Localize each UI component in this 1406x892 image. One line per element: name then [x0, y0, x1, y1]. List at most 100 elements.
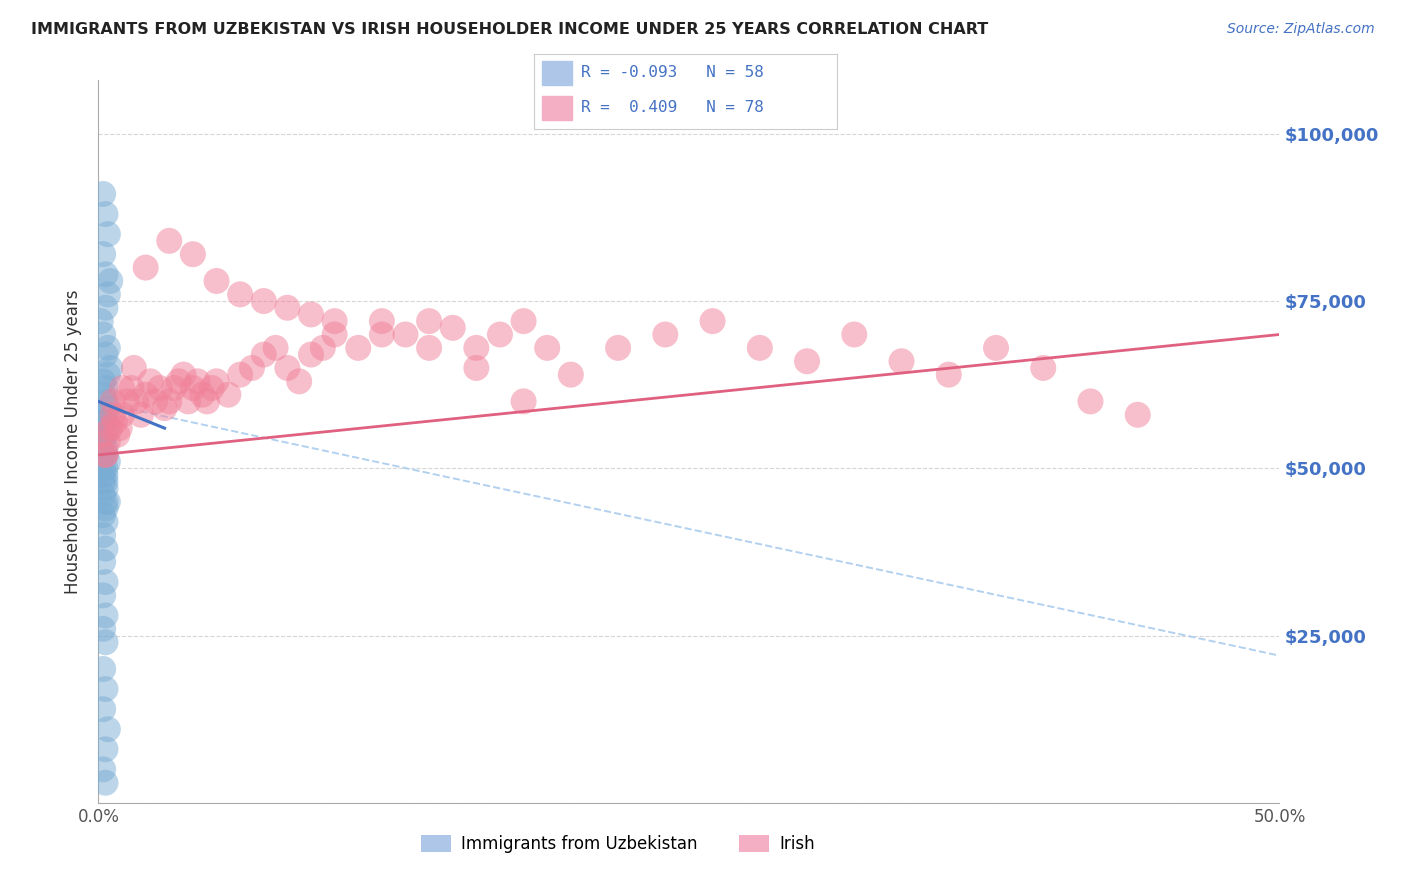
Point: [94, 408, 117, 422]
Point: [97, 723, 120, 737]
Point: [94, 541, 117, 556]
Point: [91, 622, 114, 636]
Point: [394, 327, 416, 342]
Point: [139, 375, 162, 389]
Point: [94, 427, 117, 442]
Point: [111, 408, 134, 422]
Point: [181, 381, 204, 395]
Point: [122, 361, 145, 376]
Point: [97, 454, 120, 469]
Point: [91, 427, 114, 442]
Point: [536, 341, 558, 355]
Point: [94, 461, 117, 475]
Point: [94, 414, 117, 428]
Point: [91, 427, 114, 442]
Point: [91, 762, 114, 776]
Point: [94, 776, 117, 790]
Point: [94, 268, 117, 282]
Point: [94, 207, 117, 221]
Point: [94, 448, 117, 462]
Point: [91, 247, 114, 261]
Point: [465, 361, 488, 376]
Point: [91, 461, 114, 475]
Point: [253, 293, 276, 308]
Point: [108, 421, 131, 435]
Point: [264, 341, 287, 355]
Point: [98, 421, 121, 435]
Point: [97, 434, 120, 449]
Point: [94, 381, 117, 395]
Point: [91, 434, 114, 449]
Point: [94, 475, 117, 489]
Point: [97, 341, 120, 355]
Point: [91, 387, 114, 401]
Point: [323, 314, 346, 328]
Point: [94, 681, 117, 696]
Point: [167, 375, 190, 389]
Text: Source: ZipAtlas.com: Source: ZipAtlas.com: [1227, 22, 1375, 37]
Point: [512, 394, 534, 409]
Point: [91, 475, 114, 489]
Point: [125, 394, 148, 409]
Point: [796, 354, 818, 368]
Point: [191, 387, 214, 401]
Point: [201, 381, 224, 395]
Point: [94, 467, 117, 482]
Point: [229, 287, 252, 301]
Point: [105, 427, 128, 442]
Point: [1032, 361, 1054, 376]
Point: [217, 387, 239, 401]
Text: R =  0.409   N = 78: R = 0.409 N = 78: [581, 100, 763, 115]
Point: [240, 361, 263, 376]
Point: [94, 394, 117, 409]
Point: [91, 448, 114, 462]
Point: [91, 327, 114, 342]
Point: [91, 662, 114, 676]
Point: [187, 375, 209, 389]
Point: [121, 381, 143, 395]
Point: [163, 381, 186, 395]
Y-axis label: Householder Income Under 25 years: Householder Income Under 25 years: [65, 289, 83, 594]
Point: [157, 234, 180, 248]
Point: [104, 414, 127, 428]
Point: [177, 394, 200, 409]
Text: IMMIGRANTS FROM UZBEKISTAN VS IRISH HOUSEHOLDER INCOME UNDER 25 YEARS CORRELATIO: IMMIGRANTS FROM UZBEKISTAN VS IRISH HOUS…: [31, 22, 988, 37]
Point: [91, 528, 114, 542]
Point: [97, 368, 120, 382]
Point: [91, 187, 114, 202]
Point: [418, 314, 440, 328]
Point: [465, 341, 488, 355]
Point: [276, 361, 298, 376]
Point: [135, 260, 157, 275]
Point: [347, 341, 370, 355]
Point: [94, 482, 117, 496]
Point: [91, 467, 114, 482]
Point: [94, 494, 117, 508]
Point: [94, 448, 117, 462]
Point: [149, 381, 172, 395]
Point: [371, 314, 394, 328]
Point: [205, 274, 228, 288]
Point: [129, 408, 152, 422]
Point: [984, 341, 1007, 355]
Point: [135, 387, 157, 401]
Point: [195, 394, 218, 409]
Point: [91, 508, 114, 523]
Point: [94, 742, 117, 756]
Point: [97, 494, 120, 508]
Point: [90, 314, 112, 328]
Point: [172, 368, 194, 382]
Point: [157, 394, 180, 409]
Point: [143, 394, 166, 409]
Point: [441, 320, 464, 334]
Point: [91, 414, 114, 428]
Point: [94, 515, 117, 529]
Point: [299, 307, 322, 321]
Point: [748, 341, 770, 355]
Legend: Immigrants from Uzbekistan, Irish: Immigrants from Uzbekistan, Irish: [415, 828, 821, 860]
Point: [94, 348, 117, 362]
Point: [205, 375, 228, 389]
Point: [323, 327, 346, 342]
Point: [1080, 394, 1102, 409]
Point: [97, 227, 120, 241]
